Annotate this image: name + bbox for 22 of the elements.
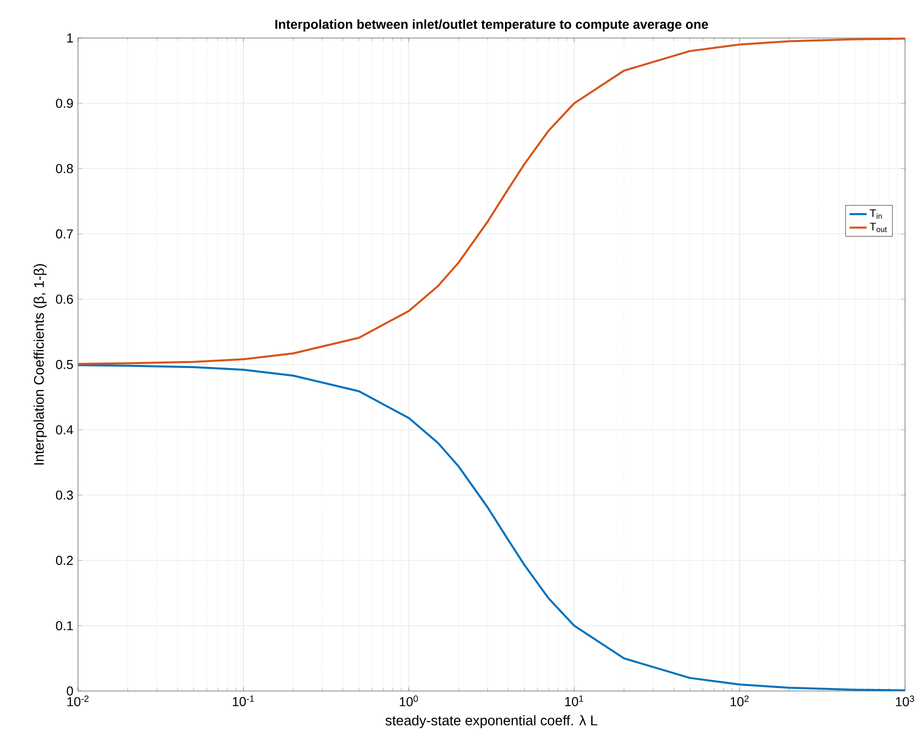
y-tick-label: 0.3 — [56, 490, 73, 500]
y-tick-label: 0.5 — [56, 360, 73, 370]
x-tick-label: 10$^{-2}$ — [67, 696, 89, 706]
x-tick-label: 10$^{0}$ — [400, 696, 418, 706]
y-tick-label: 0.4 — [56, 425, 74, 434]
y-tick-label: 0.2 — [56, 556, 73, 565]
x-tick-label: 10$^{1}$ — [565, 696, 584, 706]
legend-label: T$_{in}$ — [870, 209, 882, 219]
y-tick-label: 1 — [67, 34, 73, 42]
y-tick-label: 0 — [66, 686, 73, 696]
chart-title: Interpolation between inlet/outlet temperature to compute average one — [275, 19, 708, 32]
y-tick-label: 0.9 — [56, 98, 73, 108]
y-tick-label: 0.8 — [56, 164, 73, 174]
x-tick-label: 10$^{-1}$ — [232, 696, 254, 706]
y-tick-label: 0.7 — [56, 229, 73, 238]
y-tick-label: 0.6 — [56, 294, 73, 304]
legend-label: T$_{out}$ — [870, 222, 887, 232]
y-axis-title: Interpolation Coefficients (β, 1-β) — [34, 264, 47, 465]
x-tick-label: 10$^{3}$ — [896, 696, 914, 706]
x-axis-title: steady-state exponential coeff. λ L — [386, 715, 598, 728]
x-tick-label: 10$^{2}$ — [730, 696, 749, 706]
y-tick-label: 0.1 — [56, 621, 73, 630]
